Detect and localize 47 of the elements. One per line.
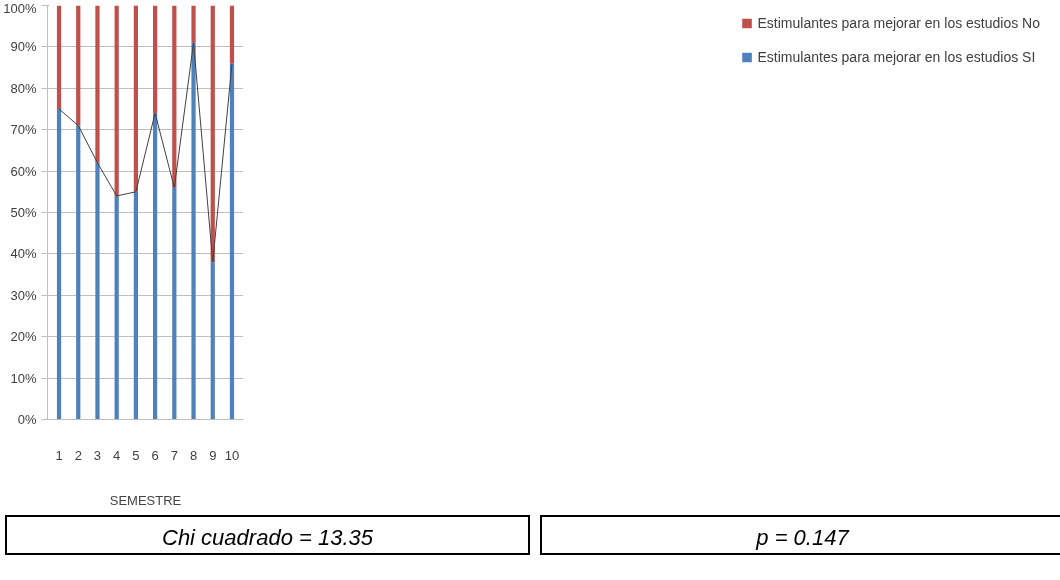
bar xyxy=(56,109,62,420)
bar xyxy=(191,5,196,43)
bar xyxy=(76,5,81,126)
y-tick-label: 90% xyxy=(10,39,37,55)
y-tick-label: 80% xyxy=(10,80,37,96)
bar xyxy=(172,5,177,188)
bar xyxy=(210,5,215,263)
legend-label: Estimulantes para mejorar en los estudios SI xyxy=(757,49,1036,65)
x-tick-label: 7 xyxy=(170,447,178,463)
x-axis-title: SEMESTRE xyxy=(109,492,182,508)
bar xyxy=(76,125,81,420)
y-tick-label: 10% xyxy=(10,370,37,386)
y-tick-label: 50% xyxy=(10,205,37,220)
legend-label: Estimulantes para mejorar en los estudios No xyxy=(757,15,1040,31)
bar xyxy=(133,5,139,192)
bar xyxy=(152,113,158,420)
x-tick-label: 6 xyxy=(151,447,159,463)
y-tick-label: 100% xyxy=(3,0,37,16)
x-tick-label: 2 xyxy=(74,447,82,463)
bar xyxy=(229,5,235,64)
text: Chi cuadrado = 13.35 xyxy=(162,524,373,552)
bar xyxy=(56,5,62,109)
text: p = 0.147 xyxy=(756,524,849,552)
bar xyxy=(172,187,177,420)
y-tick-label: 60% xyxy=(10,163,37,179)
x-tick-label: 3 xyxy=(93,447,102,463)
bar xyxy=(114,195,119,420)
y-tick-label: 30% xyxy=(10,287,37,303)
bar xyxy=(191,42,196,420)
bar xyxy=(133,191,139,420)
bar xyxy=(229,63,235,420)
y-tick-label: 20% xyxy=(10,329,37,345)
bar xyxy=(114,5,119,196)
x-tick-label: 8 xyxy=(189,447,198,463)
bar xyxy=(210,262,215,420)
bar xyxy=(152,5,158,114)
y-tick-label: 0% xyxy=(17,412,37,427)
bar xyxy=(95,5,100,163)
x-tick-label: 10 xyxy=(224,447,240,463)
y-tick-label: 40% xyxy=(10,246,37,262)
line-series xyxy=(58,42,233,263)
x-tick-label: 4 xyxy=(113,447,121,463)
y-tick-label: 70% xyxy=(10,122,37,138)
x-tick-label: 1 xyxy=(55,447,63,463)
x-tick-label: 9 xyxy=(209,447,217,463)
bar xyxy=(95,162,100,420)
x-tick-label: 5 xyxy=(132,447,140,463)
